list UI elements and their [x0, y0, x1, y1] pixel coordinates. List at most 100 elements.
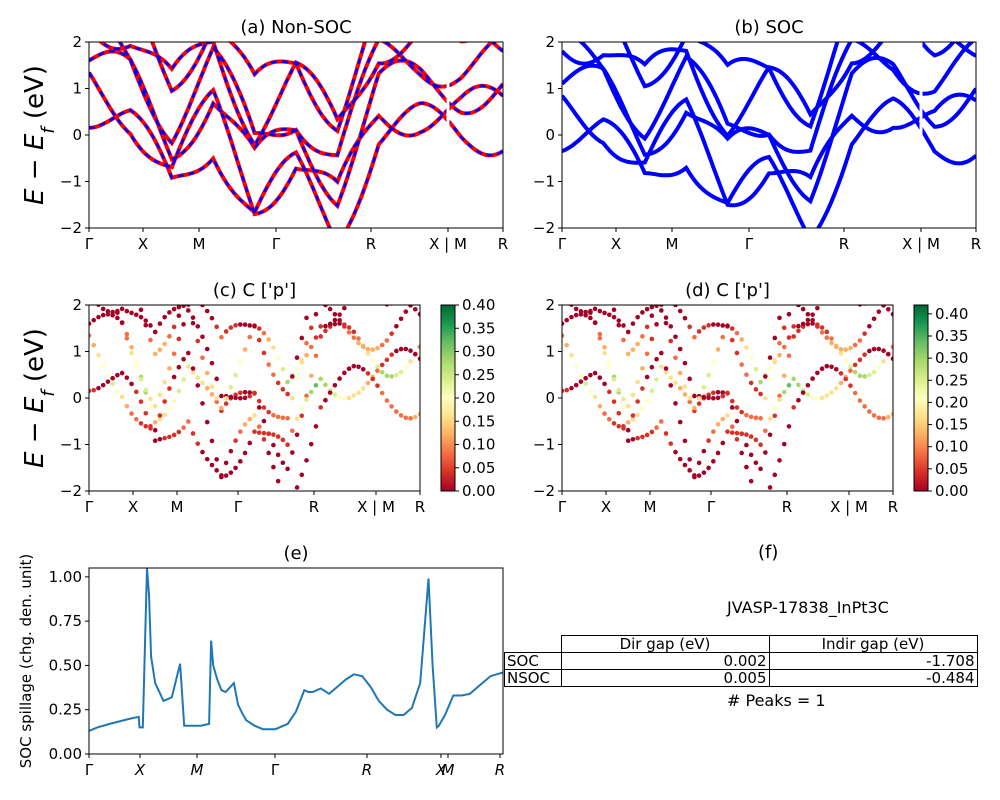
scatter-point — [810, 250, 815, 255]
scatter-point — [692, 405, 697, 411]
scatter-point — [715, 450, 721, 456]
scatter-point — [673, 380, 678, 386]
scatter-point — [635, 341, 640, 347]
scatter-point — [786, 311, 792, 317]
scatter-point — [579, 237, 584, 242]
scatter-point — [564, 342, 570, 348]
scatter-point — [186, 287, 191, 292]
colorbar-tick-label: 0.30 — [462, 343, 495, 361]
y-label-part: − — [20, 413, 50, 451]
scatter-point — [677, 346, 683, 352]
scatter-point — [157, 436, 163, 442]
scatter-point — [271, 432, 276, 437]
scatter-point — [404, 288, 409, 293]
scatter-point — [342, 396, 347, 401]
scatter-point — [394, 323, 399, 329]
x-tick-label: R — [366, 235, 376, 253]
scatter-point — [394, 372, 399, 378]
y-tick-label: 0.50 — [49, 656, 82, 674]
scatter-point — [772, 413, 778, 419]
scatter-point — [815, 370, 820, 376]
scatter-point — [852, 342, 858, 348]
scatter-point — [294, 355, 300, 360]
scatter-point — [583, 309, 588, 315]
scatter-point — [777, 352, 782, 358]
scatter-point — [309, 296, 314, 301]
y-tick-label: 0 — [72, 389, 82, 407]
scatter-point — [365, 371, 371, 376]
scatter-point — [820, 257, 825, 262]
scatter-point — [635, 379, 640, 385]
x-tick-label: R — [839, 235, 849, 253]
scatter-point — [573, 363, 579, 368]
scatter-point — [327, 306, 333, 312]
scatter-point — [304, 397, 309, 402]
scatter-point — [384, 398, 390, 403]
scatter-point — [413, 274, 418, 279]
scatter-point — [630, 417, 636, 422]
scatter-point — [701, 325, 707, 330]
scatter-point — [763, 428, 768, 434]
scatter-point — [696, 396, 702, 401]
scatter-point — [375, 272, 380, 277]
y-label-part: (eV) — [20, 65, 50, 127]
scatter-point — [649, 305, 655, 310]
scatter-point — [833, 344, 839, 350]
scatter-point — [725, 324, 730, 329]
plot-frame — [561, 304, 894, 492]
scatter-point — [162, 412, 167, 418]
scatter-point — [200, 401, 205, 406]
scatter-point — [871, 316, 877, 322]
scatter-point — [384, 338, 390, 343]
scatter-point — [247, 390, 253, 395]
scatter-point — [252, 390, 257, 396]
scatter-point — [777, 397, 782, 402]
scatter-point — [238, 360, 243, 365]
x-tick-label: X — [435, 761, 447, 779]
scatter-point — [308, 389, 314, 395]
scatter-point — [654, 356, 659, 362]
scatter-point — [266, 337, 271, 342]
scatter-point — [649, 313, 655, 319]
scatter-point — [100, 306, 106, 312]
scatter-point — [247, 334, 253, 340]
scatter-point — [219, 393, 224, 399]
scatter-point — [819, 366, 825, 371]
scatter-point — [606, 364, 612, 370]
scatter-point — [323, 323, 328, 329]
scatter-point — [767, 432, 773, 438]
scatter-point — [852, 390, 858, 396]
x-tick-label: M — [191, 761, 204, 779]
x-tick-label: R — [782, 498, 792, 516]
band-line — [89, 71, 503, 216]
y-tick-label: 2 — [545, 33, 555, 51]
scatter-point — [753, 366, 759, 372]
scatter-point — [214, 399, 219, 405]
scatter-point — [758, 379, 763, 385]
scatter-point — [853, 300, 858, 305]
scatter-point — [891, 267, 896, 272]
scatter-point — [734, 350, 740, 356]
scatter-point — [767, 416, 773, 421]
scatter-point — [611, 314, 617, 320]
scatter-point — [833, 386, 839, 391]
scatter-point — [574, 284, 579, 289]
scatter-point — [356, 340, 361, 346]
scatter-point — [781, 389, 787, 395]
scatter-point — [110, 381, 115, 387]
scatter-point — [399, 289, 404, 294]
scatter-point — [176, 388, 182, 394]
scatter-point — [616, 318, 622, 323]
y-label-part: − — [20, 150, 50, 188]
scatter-point — [781, 441, 787, 447]
scatter-point — [119, 320, 125, 326]
scatter-point — [720, 393, 726, 399]
scatter-point — [200, 334, 205, 340]
scatter-point — [413, 298, 418, 303]
scatter-point — [696, 329, 702, 334]
colorbar-tick-label: 0.05 — [462, 459, 495, 477]
scatter-point — [734, 437, 740, 442]
scatter-point — [337, 312, 342, 317]
scatter-point — [881, 348, 886, 354]
colorbar-tick-label: 0.10 — [935, 438, 968, 456]
